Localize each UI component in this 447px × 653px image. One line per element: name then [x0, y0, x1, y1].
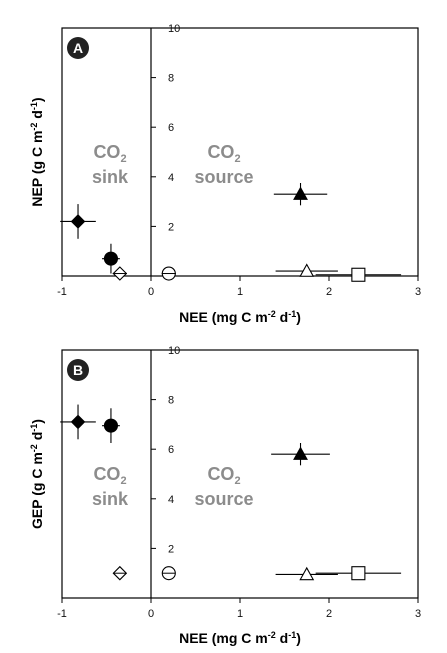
sink-label-subscript: 2 — [120, 153, 126, 165]
x-tick-label: 0 — [148, 608, 154, 620]
y-axis-title-post: ) — [29, 97, 45, 102]
y-axis-title-pre: NEP (g C m — [29, 131, 45, 207]
x-axis-title-pre: NEE (mg C m — [179, 309, 268, 325]
x-axis-title-mid: d — [276, 630, 288, 646]
y-tick-label: 2 — [168, 221, 174, 233]
y-tick-label: 8 — [168, 73, 174, 85]
sink-label-line2: sink — [92, 167, 129, 187]
sink-label-line1: CO2 — [93, 464, 126, 487]
x-tick-label: 1 — [237, 608, 243, 620]
y-tick-label: 2 — [168, 543, 174, 555]
circle-marker — [103, 251, 118, 266]
source-label-line1: CO2 — [207, 464, 240, 487]
data-point-triangle-filled — [271, 443, 330, 466]
source-label-co: CO — [207, 142, 234, 162]
x-axis-title-sup2: -1 — [288, 630, 296, 640]
diamond-marker — [70, 414, 86, 430]
y-axis-title-sup2: -1 — [29, 102, 39, 110]
circle-marker — [103, 418, 118, 433]
y-axis-title-mid: d — [29, 110, 45, 122]
y-axis-title-sup2: -1 — [29, 424, 39, 432]
y-tick-label: 10 — [168, 345, 180, 357]
data-point-diamond-crossed-open — [112, 266, 128, 281]
y-axis-title: GEP (g C m-2 d-1) — [29, 419, 45, 529]
source-label-line2: source — [194, 167, 253, 187]
data-point-square-open — [315, 566, 402, 581]
x-axis-title-sup2: -1 — [288, 309, 296, 319]
triangle-marker — [299, 263, 315, 277]
data-point-square-open — [315, 267, 402, 282]
square-marker — [351, 267, 366, 282]
sink-label-co: CO — [93, 464, 120, 484]
source-label-co: CO — [207, 464, 234, 484]
data-point-circle-crossed-open — [161, 266, 176, 281]
y-axis-title-pre: GEP (g C m — [29, 452, 45, 529]
triangle-marker — [293, 446, 308, 460]
triangle-marker — [299, 566, 315, 581]
source-label-line2: source — [194, 489, 253, 509]
data-point-diamond-crossed-open — [112, 565, 128, 581]
y-tick-label: 4 — [168, 172, 174, 184]
panel-label-badge — [67, 37, 89, 59]
x-axis-title: NEE (mg C m-2 d-1) — [179, 630, 301, 646]
data-point-diamond-filled — [60, 204, 96, 239]
data-point-triangle-filled — [273, 183, 328, 206]
sink-label-line2: sink — [92, 489, 129, 509]
x-tick-label: 2 — [326, 608, 332, 620]
data-point-circle-filled — [102, 408, 120, 443]
y-tick-label: 6 — [168, 444, 174, 456]
panel-label: B — [73, 362, 83, 378]
source-label-subscript: 2 — [234, 475, 240, 487]
x-tick-label: 3 — [415, 286, 421, 298]
x-tick-label: -1 — [57, 608, 67, 620]
y-tick-label: 6 — [168, 122, 174, 134]
data-point-triangle-open — [275, 566, 338, 581]
y-axis-title-sup1: -2 — [29, 444, 39, 452]
sink-label-co: CO — [93, 142, 120, 162]
source-label-subscript: 2 — [234, 153, 240, 165]
data-point-triangle-open — [275, 263, 338, 277]
source-label-line1: CO2 — [207, 142, 240, 165]
x-axis-title-mid: d — [276, 309, 288, 325]
x-axis-title-post: ) — [296, 630, 301, 646]
x-axis-title-sup1: -2 — [268, 309, 276, 319]
sink-label-line1: CO2 — [93, 142, 126, 165]
data-point-circle-crossed-open — [161, 566, 176, 581]
y-axis-title: NEP (g C m-2 d-1) — [29, 97, 45, 206]
triangle-marker — [293, 186, 308, 200]
x-axis-title: NEE (mg C m-2 d-1) — [179, 309, 301, 325]
x-axis-title-pre: NEE (mg C m — [179, 630, 268, 646]
y-tick-label: 8 — [168, 395, 174, 407]
x-tick-label: 2 — [326, 286, 332, 298]
sink-label-subscript: 2 — [120, 475, 126, 487]
diamond-marker — [70, 214, 86, 229]
y-tick-label: 10 — [168, 23, 180, 35]
x-axis-title-sup1: -2 — [268, 630, 276, 640]
y-axis-title-mid: d — [29, 432, 45, 444]
data-point-diamond-filled — [60, 404, 96, 440]
x-tick-label: -1 — [57, 286, 67, 298]
y-tick-label: 4 — [168, 494, 174, 506]
panel-label-badge — [67, 359, 89, 381]
x-tick-label: 0 — [148, 286, 154, 298]
y-axis-title-post: ) — [29, 419, 45, 424]
square-marker — [351, 566, 366, 581]
panel-label: A — [73, 40, 83, 56]
x-tick-label: 3 — [415, 608, 421, 620]
x-tick-label: 1 — [237, 286, 243, 298]
x-axis-title-post: ) — [296, 309, 301, 325]
y-axis-title-sup1: -2 — [29, 123, 39, 131]
data-point-circle-filled — [102, 243, 120, 274]
